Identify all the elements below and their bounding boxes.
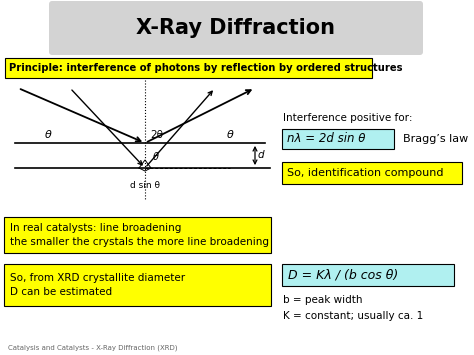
Text: θ: θ xyxy=(227,130,233,140)
Text: b = peak width: b = peak width xyxy=(283,295,363,305)
Text: Catalysis and Catalysts - X-Ray Diffraction (XRD): Catalysis and Catalysts - X-Ray Diffract… xyxy=(8,345,177,351)
Text: D = Kλ / (b cos θ): D = Kλ / (b cos θ) xyxy=(288,268,398,282)
FancyBboxPatch shape xyxy=(49,1,423,55)
Text: 2θ: 2θ xyxy=(150,130,163,140)
Text: d sin θ: d sin θ xyxy=(130,180,160,190)
Text: Interference positive for:: Interference positive for: xyxy=(283,113,412,123)
FancyBboxPatch shape xyxy=(4,264,271,306)
Text: K = constant; usually ca. 1: K = constant; usually ca. 1 xyxy=(283,311,423,321)
Text: θ: θ xyxy=(45,130,51,140)
Text: X-Ray Diffraction: X-Ray Diffraction xyxy=(137,18,336,38)
Text: nλ = 2d sin θ: nλ = 2d sin θ xyxy=(287,132,365,146)
Text: So, from XRD crystallite diameter
D can be estimated: So, from XRD crystallite diameter D can … xyxy=(10,273,185,297)
Text: Bragg’s law: Bragg’s law xyxy=(403,134,468,144)
Text: So, identification compound: So, identification compound xyxy=(287,168,444,178)
FancyBboxPatch shape xyxy=(5,58,372,78)
Text: d: d xyxy=(258,151,264,160)
FancyBboxPatch shape xyxy=(282,162,462,184)
FancyBboxPatch shape xyxy=(4,217,271,253)
Text: θ: θ xyxy=(153,152,159,162)
FancyBboxPatch shape xyxy=(282,264,454,286)
Text: In real catalysts: line broadening
the smaller the crystals the more line broade: In real catalysts: line broadening the s… xyxy=(10,223,269,247)
FancyBboxPatch shape xyxy=(282,129,394,149)
Text: Principle: interference of photons by reflection by ordered structures: Principle: interference of photons by re… xyxy=(9,63,402,73)
